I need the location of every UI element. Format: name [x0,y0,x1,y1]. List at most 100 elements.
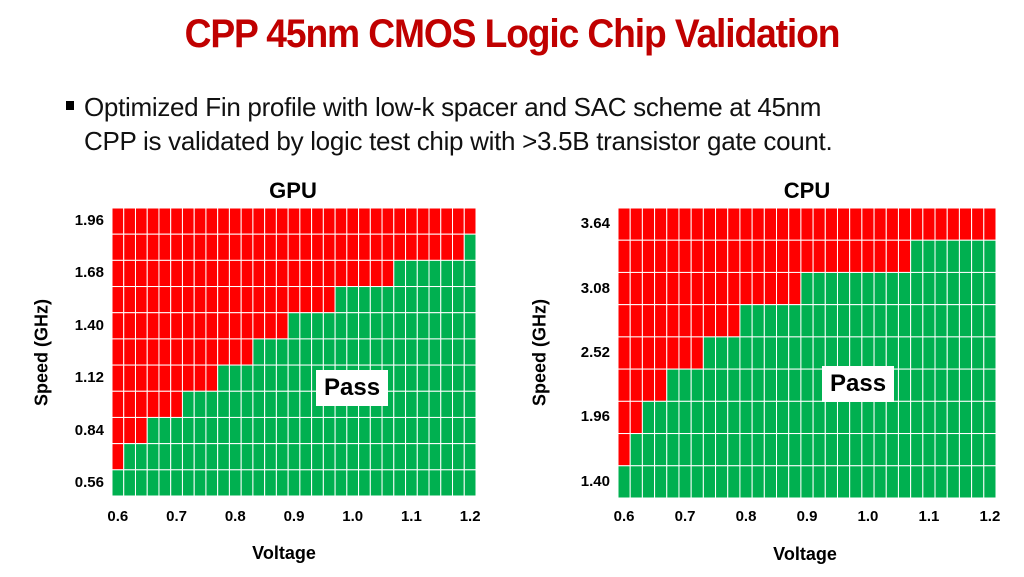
gpu-cell-pass [181,390,195,418]
cpu-y-tick-label: 2.52 [580,344,610,361]
gpu-cell-pass [334,469,348,496]
gpu-cell-pass [416,416,430,445]
gpu-cell-pass [393,469,407,496]
cpu-cell-fail [715,304,729,338]
cpu-cell-pass [971,465,985,498]
cpu-cell-pass [958,465,973,498]
gpu-cell-fail [134,208,148,235]
gpu-cell-fail [123,364,136,392]
gpu-cell-fail [275,312,289,340]
gpu-cell-fail [146,390,160,418]
cpu-cell-pass [776,304,790,338]
gpu-cell-pass [217,443,230,471]
cpu-cell-pass [739,433,753,467]
gpu-cell-pass [381,443,395,471]
cpu-cell-fail [666,336,680,370]
cpu-y-tick-label: 1.40 [580,472,610,490]
cpu-cell-fail [922,208,936,241]
cpu-cell-pass [983,271,996,306]
gpu-cell-pass [393,390,407,418]
cpu-x-tick-label: 0.7 [674,508,696,525]
gpu-cell-fail [369,208,383,235]
gpu-cell-pass [416,443,430,471]
gpu-cell-pass [193,443,207,471]
gpu-cell-fail [146,259,160,288]
cpu-cell-pass [873,400,887,435]
cpu-cell-fail [629,271,643,306]
gpu-cell-fail [205,338,219,366]
cpu-cell-fail [618,336,631,370]
gpu-cell-fail [193,312,207,340]
gpu-cell-fail [205,208,219,235]
gpu-cell-fail [134,259,148,288]
gpu-cell-pass [311,416,324,445]
gpu-cell-fail [240,208,254,235]
gpu-cell-pass [228,469,242,496]
cpu-cell-pass [861,271,875,306]
gpu-cell-fail [158,208,172,235]
gpu-cell-fail [134,364,148,392]
gpu-cell-pass [322,338,336,366]
gpu-cell-fail [123,390,136,418]
cpu-cell-pass [934,465,948,498]
cpu-cell-fail [678,239,692,273]
cpu-cell-pass [983,304,996,338]
gpu-cell-fail [170,338,183,366]
cpu-cell-fail [618,239,631,273]
cpu-cell-pass [946,239,960,273]
gpu-cell-pass [252,443,266,471]
cpu-cell-pass [824,271,838,306]
gpu-cell-pass [170,443,183,471]
cpu-cell-pass [849,304,863,338]
gpu-cell-fail [193,259,207,288]
gpu-cell-pass [264,338,277,366]
cpu-cell-fail [702,239,717,273]
cpu-cell-pass [983,368,996,402]
cpu-cell-pass [788,304,802,338]
gpu-cell-fail [228,286,242,314]
cpu-x-tick-label: 0.8 [735,508,757,525]
gpu-cell-fail [170,259,183,288]
cpu-cell-pass [836,433,851,467]
cpu-cell-pass [800,368,814,402]
cpu-cell-pass [739,368,753,402]
cpu-cell-fail [641,208,656,241]
cpu-cell-fail [727,239,741,273]
gpu-cell-fail [311,286,324,314]
gpu-cell-fail [252,312,266,340]
gpu-cell-pass [381,416,395,445]
gpu-cell-pass [369,469,383,496]
cpu-cell-pass [861,400,875,435]
gpu-cell-fail [452,233,465,261]
cpu-cell-pass [861,465,875,498]
gpu-x-tick-label: 0.8 [224,508,246,525]
cpu-cell-fail [618,400,631,435]
gpu-cell-fail [205,312,219,340]
gpu-cell-fail [170,286,183,314]
gpu-cell-pass [440,443,454,471]
cpu-cell-pass [715,368,729,402]
cpu-cell-fail [715,239,729,273]
cpu-cell-pass [763,368,778,402]
gpu-y-tick-label: 0.56 [74,473,104,491]
gpu-cell-pass [463,233,476,261]
cpu-cell-pass [971,400,985,435]
gpu-cell-pass [358,286,371,314]
gpu-cell-pass [405,312,418,340]
gpu-cell-pass [275,469,289,496]
cpu-cell-fail [788,271,802,306]
cpu-cell-fail [897,239,912,273]
gpu-cell-fail [393,233,407,261]
cpu-cell-pass [763,304,778,338]
gpu-cell-pass [452,286,465,314]
cpu-cell-pass [788,465,802,498]
cpu-cell-pass [922,239,936,273]
gpu-cell-fail [393,208,407,235]
cpu-cell-pass [824,465,838,498]
cpu-cell-pass [922,368,936,402]
cpu-cell-pass [885,336,899,370]
cpu-cell-pass [983,433,996,467]
gpu-cell-fail [240,286,254,314]
cpu-cell-fail [751,239,765,273]
gpu-cell-pass [346,286,360,314]
